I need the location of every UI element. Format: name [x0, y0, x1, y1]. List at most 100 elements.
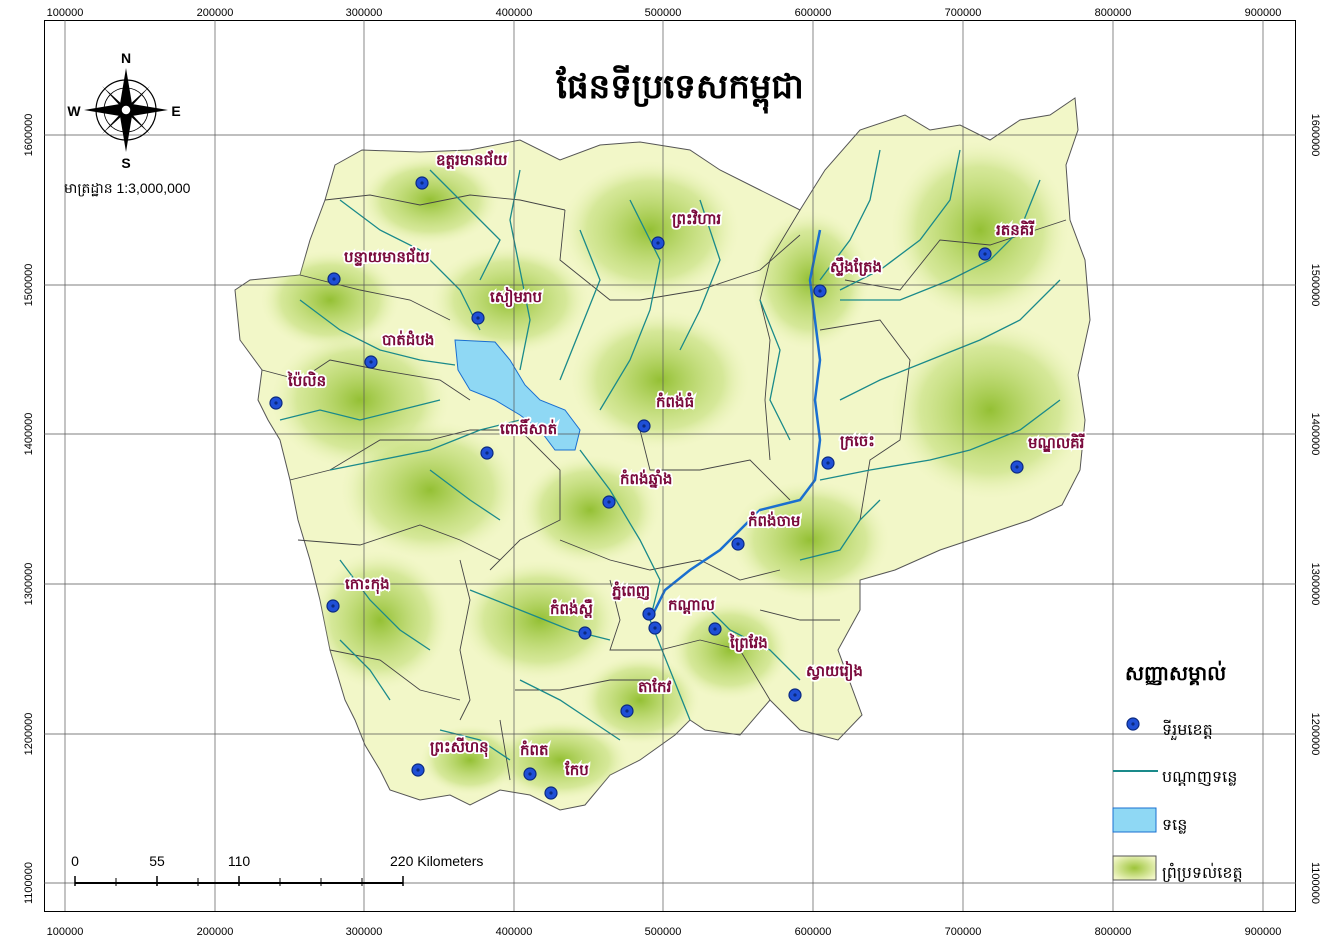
province-capital-marker: ព្រះសីហនុ: [411, 735, 490, 777]
x-tick-label: 100000: [47, 926, 84, 938]
province-capital-marker: ប៉ៃលិន: [269, 369, 328, 410]
city-dot-center: [528, 772, 532, 776]
city-dot-center: [607, 500, 611, 504]
city-dot-center: [332, 277, 336, 281]
y-tick-label: 1400000: [23, 413, 35, 456]
city-dot-center: [625, 709, 629, 713]
province-patch-icon: [1112, 855, 1157, 881]
province-label: ប៉ៃលិន: [287, 371, 326, 390]
y-tick-label: 1100000: [23, 862, 35, 904]
x-tick-label: 800000: [1095, 926, 1132, 938]
province-capital-marker: កោះកុង: [326, 573, 391, 613]
x-tick-label: 600000: [795, 926, 832, 938]
province-capital-marker: បាត់ដំបង: [364, 328, 436, 369]
scale-bar-label: 110: [228, 853, 251, 869]
province-label: ស្ទឹងត្រែង: [830, 257, 882, 276]
province-capital-marker: ភ្នំពេញ: [610, 579, 656, 621]
province-label: កំពត: [520, 740, 549, 759]
x-tick-label: 500000: [645, 926, 682, 938]
x-tick-label: 300000: [346, 926, 383, 938]
province-label: រតនគិរី: [996, 220, 1035, 239]
province-label: កោះកុង: [345, 575, 390, 595]
x-tick-label: 200000: [197, 7, 234, 19]
city-dot-center: [369, 360, 373, 364]
city-dot-center: [420, 181, 424, 185]
city-dot-center: [826, 461, 830, 465]
city-dot-center: [416, 768, 420, 772]
province-label: សៀមរាប: [490, 287, 543, 308]
city-dot-center: [485, 451, 489, 455]
x-tick-label: 400000: [496, 7, 533, 19]
province-capital-marker: ស្វាយរៀង: [788, 659, 865, 702]
province-capital-marker: តាកែវ: [620, 675, 673, 718]
y-tick-label: 1200000: [23, 713, 35, 756]
y-tick-label: 1400000: [1309, 413, 1321, 456]
x-axis-top-labels: 100000 200000 300000 400000 500000 60000…: [47, 7, 1282, 19]
city-dot-center: [818, 289, 822, 293]
province-capital-marker: ស្ទឹងត្រែង: [813, 255, 884, 298]
compass-west: W: [67, 103, 81, 119]
city-dot-icon: [1126, 717, 1140, 731]
province-capital-marker: ពោធិ៍សាត់: [480, 416, 559, 460]
province-label: បាត់ដំបង: [382, 330, 434, 349]
province-label: កណ្ដាល: [668, 596, 715, 614]
province-label: ភ្នំពេញ: [612, 581, 650, 600]
x-tick-label: 900000: [1245, 926, 1282, 938]
city-dot-center: [583, 631, 587, 635]
province-capital-marker: រតនគិរី: [978, 218, 1037, 261]
y-tick-label: 1300000: [1309, 563, 1321, 606]
x-tick-label: 500000: [645, 7, 682, 19]
province-label: កំពង់ធំ: [656, 392, 694, 411]
province-capital-marker: កំពង់ធំ: [637, 390, 696, 433]
y-axis-left-labels: 1600000 1500000 1400000 1300000 1200000 …: [23, 114, 35, 904]
province-label: កំពង់ចាម: [748, 511, 801, 530]
map-title: ផែនទីប្រទេសកម្ពុជា: [555, 65, 804, 114]
x-axis-bottom-labels: 100000 200000 300000 400000 500000 60000…: [47, 926, 1282, 938]
city-dot-center: [274, 401, 278, 405]
province-capitals-layer: ឧត្តរមានជ័យព្រះវិហាររតនគិរីបន្ទាយមានជ័យស…: [269, 148, 1087, 800]
y-tick-label: 1600000: [23, 114, 35, 157]
scale-bar-label: 0: [71, 853, 79, 869]
province-label: ព្រះវិហារ: [672, 209, 721, 228]
y-tick-label: 1300000: [23, 563, 35, 606]
scale-bar-label: 220 Kilometers: [390, 853, 483, 869]
y-tick-label: 1500000: [1309, 264, 1321, 307]
province-label: ស្វាយរៀង: [806, 661, 863, 682]
x-tick-label: 800000: [1095, 7, 1132, 19]
x-tick-label: 300000: [346, 7, 383, 19]
province-capital-marker: ក្រចេះ: [821, 430, 877, 470]
province-capital-marker: កែប: [544, 758, 591, 800]
province-capital-marker: កំពង់ស្ពឺ: [548, 597, 595, 640]
x-tick-label: 100000: [47, 7, 84, 19]
y-axis-right-labels: 1600000 1500000 1400000 1300000 1200000 …: [1309, 114, 1321, 904]
x-tick-label: 600000: [795, 7, 832, 19]
x-tick-label: 200000: [197, 926, 234, 938]
river-network: [279, 149, 1061, 761]
legend-label: ទន្លេ: [1162, 815, 1187, 834]
province-capital-marker: កំពង់ឆ្នាំង: [602, 467, 674, 509]
city-dot-center: [793, 693, 797, 697]
province-capital-marker: កំពត: [518, 738, 550, 781]
province-label: ក្រចេះ: [840, 432, 875, 450]
province-capital-marker: ឧត្តរមានជ័យ: [415, 148, 509, 190]
province-capital-marker: ព្រៃវែង: [648, 621, 770, 654]
legend-title: សញ្ញាសម្គាល់: [1125, 660, 1226, 686]
city-dot-center: [549, 791, 553, 795]
province-label: ឧត្តរមានជ័យ: [436, 150, 507, 169]
compass-north: N: [121, 50, 131, 66]
y-tick-label: 1500000: [23, 264, 35, 307]
city-dot-center: [476, 316, 480, 320]
x-tick-label: 700000: [945, 926, 982, 938]
province-label: កំពង់ឆ្នាំង: [620, 469, 672, 488]
province-capital-marker: ព្រះវិហារ: [651, 207, 723, 250]
compass-rose-icon: N S E W: [67, 50, 180, 171]
scale-ratio-label: មាត្រដ្ឋាន 1:3,000,000: [64, 180, 191, 197]
province-boundaries: [261, 194, 1067, 781]
province-label: ព្រះសីហនុ: [430, 737, 489, 758]
tonle-sap-lake: [454, 339, 581, 451]
compass-east: E: [171, 103, 180, 119]
city-dot-center: [713, 627, 717, 631]
province-label: ព្រៃវែង: [729, 633, 768, 652]
x-tick-label: 900000: [1245, 7, 1282, 19]
province-label: ពោធិ៍សាត់: [500, 418, 557, 438]
